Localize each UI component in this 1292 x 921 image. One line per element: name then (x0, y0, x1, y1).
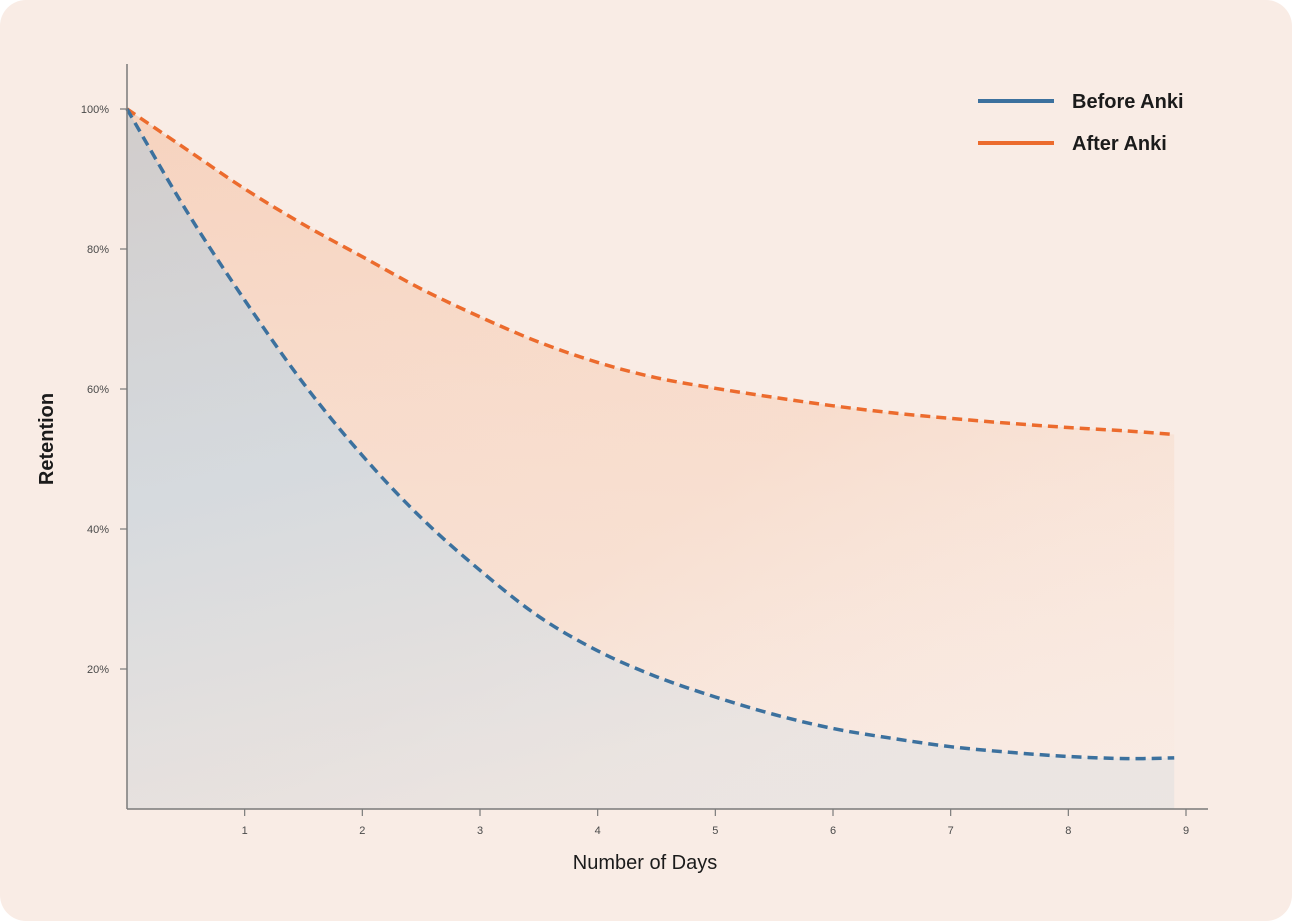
y-tick-label: 100% (81, 104, 109, 116)
x-tick-label: 4 (595, 825, 601, 837)
legend: Before Anki After Anki (978, 91, 1184, 155)
axes: 20% 40% 60% 80% 100% 1 2 3 4 5 6 7 8 9 (81, 64, 1208, 837)
before-anki-area (127, 109, 1175, 809)
x-tick-label: 5 (712, 825, 718, 837)
x-tick-label: 8 (1065, 825, 1071, 837)
legend-label: Before Anki (1072, 91, 1184, 113)
x-tick-label: 6 (830, 825, 836, 837)
before-anki-line (125, 108, 1175, 761)
y-tick-label: 40% (87, 524, 109, 536)
y-tick-label: 80% (87, 244, 109, 256)
y-tick-label: 20% (87, 664, 109, 676)
after-anki-line (126, 107, 1175, 437)
x-axis-title: Number of Days (573, 852, 718, 874)
x-tick-label: 3 (477, 825, 483, 837)
series-lines (125, 107, 1175, 761)
x-tick-label: 1 (242, 825, 248, 837)
series-areas (127, 109, 1175, 809)
x-tick-label: 7 (948, 825, 954, 837)
y-tick-label: 60% (87, 384, 109, 396)
y-axis-title: Retention (36, 393, 58, 485)
x-tick-label: 9 (1183, 825, 1189, 837)
legend-label: After Anki (1072, 133, 1167, 155)
x-tick-label: 2 (359, 825, 365, 837)
